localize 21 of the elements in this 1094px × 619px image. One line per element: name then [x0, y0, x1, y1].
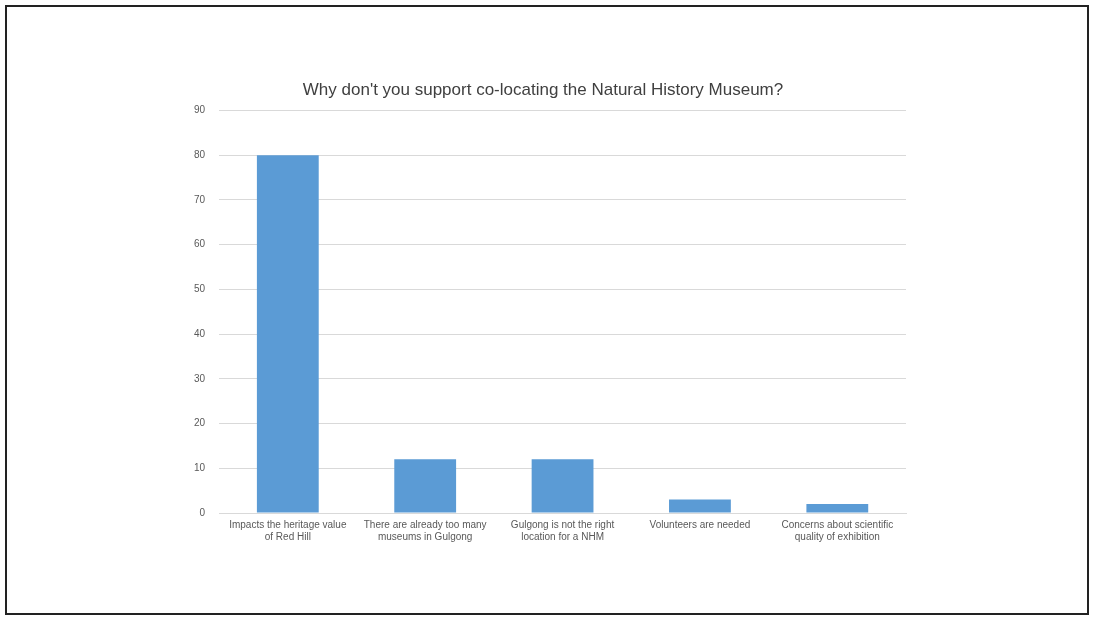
x-tick-label: Volunteers are needed: [649, 518, 751, 530]
y-tick-label: 80: [194, 148, 206, 160]
y-tick-label: 50: [194, 283, 206, 295]
y-tick-label: 40: [194, 327, 206, 339]
x-tick-label: Gulgong is not the right location for a NHM: [510, 518, 615, 542]
bar: [669, 499, 731, 513]
y-tick-label: 60: [194, 238, 206, 250]
bar: [531, 459, 594, 513]
y-tick-label: 10: [194, 462, 206, 474]
x-tick-label: Impacts the heritage value of Red Hill: [229, 518, 347, 542]
x-tick-label: Concerns about scientific quality of exhibition: [781, 518, 894, 542]
x-tick-label: There are already too many museums in Gulgong: [363, 518, 487, 542]
bar: [806, 504, 869, 513]
y-tick-label: 20: [194, 417, 206, 429]
bar: [394, 459, 457, 513]
chart-title: Why don't you support co-locating the Natural History Museum?: [302, 79, 784, 99]
y-tick-label: 30: [194, 372, 206, 384]
y-tick-label: 0: [199, 506, 206, 518]
y-tick-label: 90: [194, 104, 206, 116]
bar: [256, 155, 319, 513]
y-tick-label: 70: [194, 193, 206, 205]
